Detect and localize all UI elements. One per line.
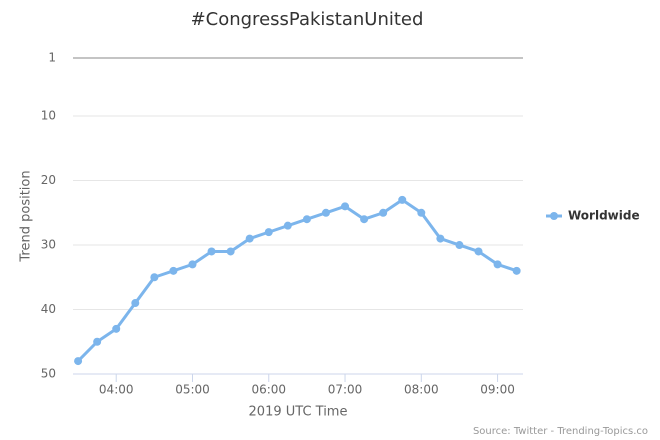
x-tick-label: 06:00 [251, 383, 286, 397]
point [321, 208, 330, 217]
y-tick-label: 50 [41, 367, 56, 381]
point [226, 247, 235, 256]
point [207, 247, 216, 256]
point [436, 234, 445, 243]
point [93, 337, 102, 346]
point [264, 228, 273, 237]
y-tick-label: 20 [41, 173, 56, 187]
series-line [76, 198, 519, 363]
point [245, 234, 254, 243]
legend-label: Worldwide [568, 209, 640, 223]
x-tick-label: 09:00 [480, 383, 515, 397]
point [74, 357, 83, 366]
y-tick-label: 30 [41, 238, 56, 252]
x-axis-title: 2019 UTC Time [249, 405, 348, 420]
point [131, 299, 140, 308]
point [379, 208, 388, 217]
x-tick-label: 08:00 [404, 383, 439, 397]
y-tick-label: 1 [48, 51, 56, 65]
point [150, 273, 159, 282]
point [283, 221, 292, 230]
point [360, 215, 369, 224]
point [112, 324, 121, 333]
point [341, 202, 350, 211]
point [417, 208, 426, 217]
point [493, 260, 502, 269]
legend-marker [550, 212, 558, 220]
x-tick-label: 07:00 [328, 383, 363, 397]
y-tick-label: 40 [41, 302, 56, 316]
chart-title: #CongressPakistanUnited [191, 9, 424, 30]
y-axis-title: Trend position [19, 170, 34, 262]
point [188, 260, 197, 269]
point [169, 266, 178, 275]
x-tick-label: 04:00 [99, 383, 134, 397]
point [474, 247, 483, 256]
point [512, 266, 521, 275]
credits: Source: Twitter - Trending-Topics.co [473, 426, 648, 437]
point [455, 241, 464, 250]
point [398, 195, 407, 204]
x-tick-label: 05:00 [175, 383, 210, 397]
y-tick-label: 10 [41, 109, 56, 123]
point [302, 215, 311, 224]
